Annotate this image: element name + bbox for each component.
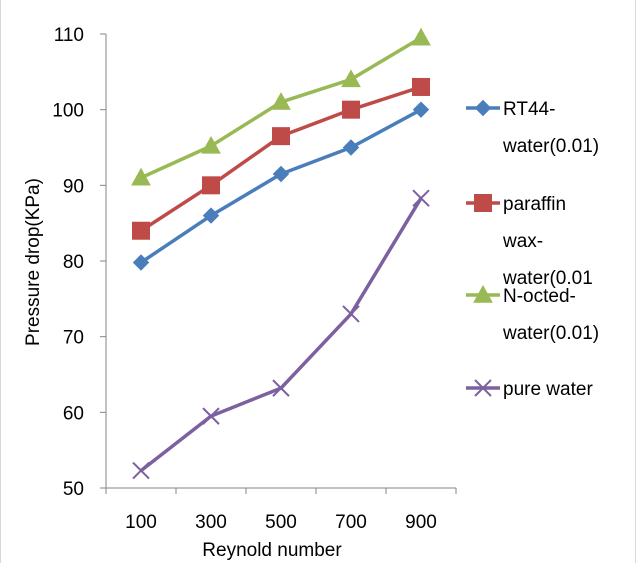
legend-label: RT44-: [503, 99, 555, 120]
data-point: [342, 139, 360, 156]
x-tick-label: 700: [335, 512, 367, 533]
data-point: [271, 92, 291, 110]
data-point: [412, 101, 430, 118]
y-axis-title: Pressure drop(KPa): [23, 178, 44, 346]
data-point: [202, 207, 220, 224]
legend-swatch-marker: [474, 379, 492, 397]
x-tick-label: 100: [125, 512, 157, 533]
y-tick-label: 70: [63, 328, 84, 349]
legend-label: wax-: [502, 231, 543, 252]
data-point: [412, 189, 430, 207]
legend-entry-2: paraffin wax-water(0.01: [466, 194, 593, 289]
series-line: [139, 197, 423, 472]
legend-label: N-octed-: [503, 286, 576, 307]
data-point: [272, 379, 290, 397]
data-point: [202, 407, 220, 425]
legend-label: water(0.01): [502, 323, 599, 344]
data-point: [342, 100, 360, 119]
data-point: [272, 127, 290, 146]
legend-label: paraffin: [503, 194, 566, 215]
data-point: [412, 77, 430, 96]
y-tick-labels: 50 60 70 80 90 100 110: [52, 25, 84, 500]
legend: RT44- water(0.01) paraffin wax-water(0.01N-…: [466, 99, 599, 400]
y-tick-label: 80: [63, 252, 84, 273]
data-point: [411, 27, 431, 46]
x-marker-stroke: [412, 189, 430, 207]
data-point: [132, 221, 150, 240]
y-tick-label: 110: [54, 25, 84, 46]
x-marker-stroke: [474, 379, 492, 397]
data-point: [201, 135, 221, 154]
legend-label: water(0.01: [502, 268, 593, 289]
x-tick-label: 900: [405, 512, 437, 533]
legend-label: pure water: [503, 379, 593, 400]
series-1: [132, 101, 430, 271]
x-tick-label: 300: [195, 512, 227, 533]
y-tick-label: 50: [63, 479, 84, 500]
legend-swatch-marker: [473, 284, 493, 303]
series-3: [131, 27, 431, 186]
legend-swatch-marker: [474, 99, 492, 117]
series-group: [131, 27, 431, 480]
x-axis-title: Reynold number: [202, 540, 342, 561]
legend-swatch-marker: [474, 194, 492, 212]
x-marker-stroke: [202, 407, 220, 425]
data-point: [341, 69, 361, 88]
data-point: [132, 254, 150, 271]
x-marker-stroke: [132, 461, 150, 480]
data-point: [132, 461, 150, 480]
legend-entry-4: pure water: [466, 379, 593, 400]
legend-entry-1: RT44- water(0.01): [466, 99, 599, 157]
data-point: [272, 165, 290, 183]
x-tick-labels: 100 300 500 700 900: [125, 512, 437, 533]
data-point: [202, 176, 220, 195]
x-tick-label: 500: [265, 512, 297, 533]
y-tick-label: 60: [63, 403, 84, 424]
series-4: [132, 189, 430, 480]
y-tick-label: 90: [63, 176, 84, 197]
data-point: [131, 167, 151, 186]
x-marker-stroke: [272, 379, 290, 397]
series-2: [132, 77, 430, 240]
x-marker-stroke: [342, 305, 360, 323]
legend-label: water(0.01): [502, 136, 599, 157]
y-tick-label: 100: [52, 101, 84, 122]
legend-entry-3: N-octed-water(0.01): [466, 284, 599, 344]
axes: [100, 33, 457, 494]
data-point: [342, 305, 360, 323]
